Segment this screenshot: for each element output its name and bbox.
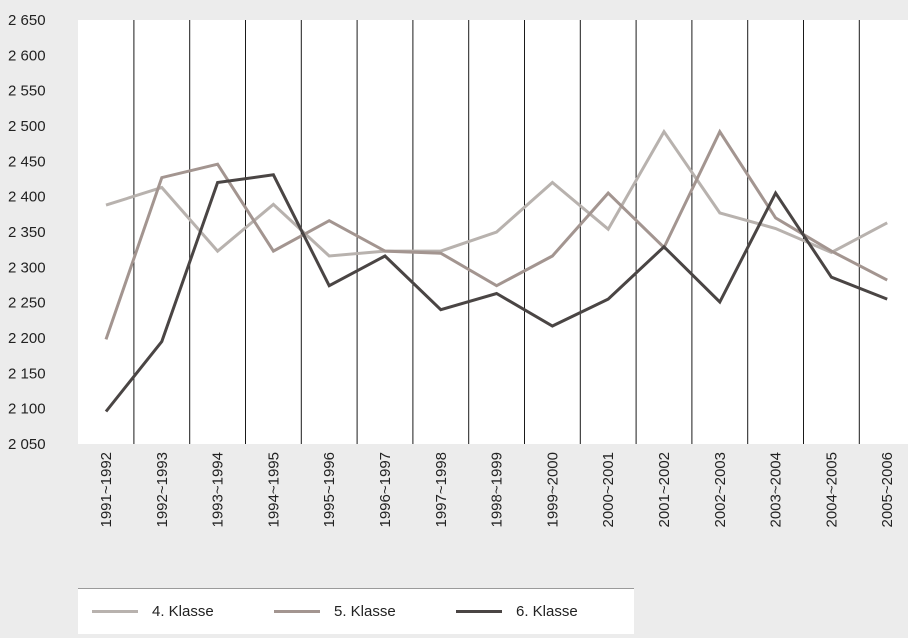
y-tick-label: 2 350 bbox=[8, 224, 46, 241]
x-tick-label: 1994~1995 bbox=[265, 452, 282, 528]
y-tick-label: 2 150 bbox=[8, 365, 46, 382]
legend-item-5-klasse: 5. Klasse bbox=[274, 589, 396, 634]
y-tick-label: 2 400 bbox=[8, 189, 46, 206]
legend-item-6-klasse: 6. Klasse bbox=[456, 589, 578, 634]
y-tick-label: 2 250 bbox=[8, 295, 46, 312]
x-tick-label: 1996~1997 bbox=[377, 452, 394, 528]
legend-swatch-4-klasse bbox=[92, 610, 138, 613]
legend-swatch-6-klasse bbox=[456, 610, 502, 613]
y-tick-label: 2 450 bbox=[8, 153, 46, 170]
x-tick-label: 2002~2003 bbox=[712, 452, 729, 528]
legend-label-6-klasse: 6. Klasse bbox=[516, 603, 578, 620]
series-line-5-klasse bbox=[104, 128, 888, 340]
x-tick-label: 1997~1998 bbox=[433, 452, 450, 528]
x-tick-label: 2003~2004 bbox=[768, 452, 785, 528]
y-tick-label: 2 650 bbox=[8, 12, 46, 29]
y-tick-label: 2 100 bbox=[8, 401, 46, 418]
series-line-6-klasse bbox=[104, 173, 888, 413]
legend-label-5-klasse: 5. Klasse bbox=[334, 603, 396, 620]
x-tick-label: 1998~1999 bbox=[489, 452, 506, 528]
y-tick-label: 2 500 bbox=[8, 118, 46, 135]
series-line-4-klasse bbox=[105, 128, 888, 258]
y-tick-label: 2 050 bbox=[8, 436, 46, 453]
y-tick-label: 2 300 bbox=[8, 259, 46, 276]
y-tick-label: 2 200 bbox=[8, 330, 46, 347]
x-tick-label: 2001~2002 bbox=[656, 452, 673, 528]
x-axis-ticks: 1991~1992 1992~1993 1993~1994 1994~1995 1995… bbox=[98, 452, 896, 528]
x-tick-label: 2004~2005 bbox=[823, 452, 840, 528]
legend-item-4-klasse: 4. Klasse bbox=[92, 589, 214, 634]
x-tick-label: 1999~2000 bbox=[544, 452, 561, 528]
x-tick-label: 2005~2006 bbox=[879, 452, 896, 528]
legend: 4. Klasse 5. Klasse 6. Klasse bbox=[78, 588, 634, 634]
legend-label-4-klasse: 4. Klasse bbox=[152, 603, 214, 620]
y-axis-ticks: 2 050 2 100 2 150 2 200 2 250 2 300 2 350 2 400… bbox=[8, 12, 46, 453]
x-tick-label: 1992~1993 bbox=[154, 452, 171, 528]
series-lines bbox=[104, 128, 888, 413]
x-tick-label: 1993~1994 bbox=[210, 452, 227, 528]
y-tick-label: 2 600 bbox=[8, 47, 46, 64]
grid-lines bbox=[133, 20, 860, 444]
x-tick-label: 1995~1996 bbox=[321, 452, 338, 528]
legend-swatch-5-klasse bbox=[274, 610, 320, 613]
x-tick-label: 1991~1992 bbox=[98, 452, 115, 528]
y-tick-label: 2 550 bbox=[8, 83, 46, 100]
x-tick-label: 2000~2001 bbox=[600, 452, 617, 528]
